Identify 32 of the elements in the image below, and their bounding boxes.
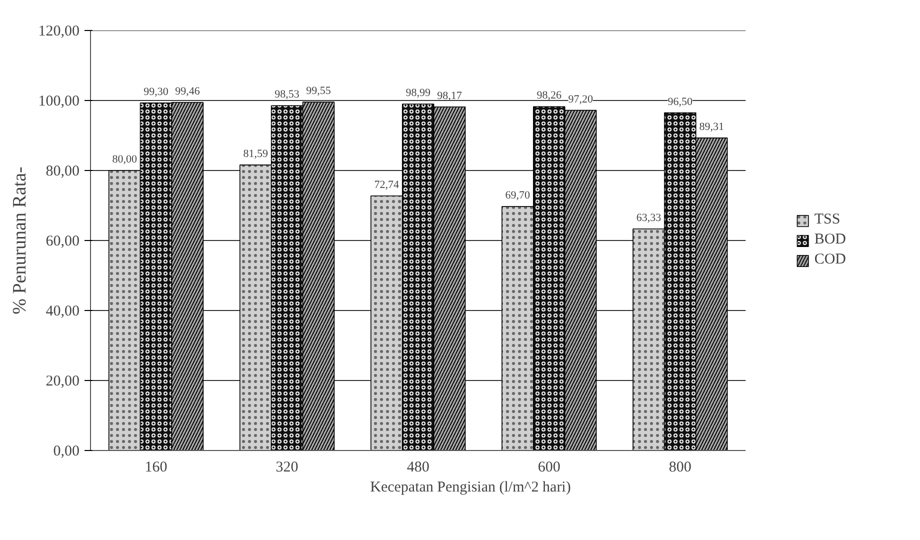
y-tick-label: 100,00 — [38, 94, 80, 110]
x-axis-title: Kecepatan Pengisian (l/m^2 hari) — [370, 480, 571, 496]
y-tick-label: 0,00 — [53, 444, 80, 460]
y-axis-title: % Penurunan Rata- — [9, 166, 30, 314]
data-label: 99,55 — [306, 85, 332, 98]
y-tick-label: 80,00 — [46, 164, 80, 180]
data-label: 89,31 — [699, 120, 724, 133]
x-tick-label: 600 — [538, 460, 560, 476]
x-tick-label: 480 — [406, 460, 430, 476]
data-label: 72,74 — [374, 178, 400, 191]
y-tick-label: 40,00 — [46, 304, 80, 320]
legend-label: COD — [814, 252, 846, 268]
y-tick-label: 20,00 — [46, 374, 80, 390]
y-tick-label: 60,00 — [46, 234, 80, 250]
data-label: 98,53 — [274, 88, 300, 101]
data-label: 98,26 — [536, 90, 562, 102]
y-tick-label: 120,00 — [38, 24, 80, 40]
x-tick-label: 160 — [144, 460, 168, 476]
data-label: 80,00 — [112, 154, 138, 166]
data-label: 99,46 — [175, 85, 200, 98]
legend-label: BOD — [814, 232, 846, 248]
x-tick-label: 800 — [668, 460, 692, 476]
data-label: 69,70 — [505, 190, 531, 202]
data-label: 63,33 — [636, 212, 662, 224]
x-tick-label: 320 — [276, 460, 298, 476]
data-label: 98,17 — [437, 90, 462, 102]
data-label: 99,30 — [144, 86, 169, 98]
data-label: 97,20 — [568, 93, 594, 106]
legend-label: TSS — [814, 212, 840, 228]
data-label: 81,59 — [243, 148, 268, 160]
data-label: 96,50 — [668, 96, 694, 108]
data-label: 98,99 — [406, 87, 431, 100]
